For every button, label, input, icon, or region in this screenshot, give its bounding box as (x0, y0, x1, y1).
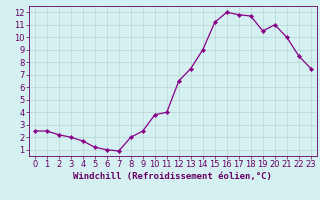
X-axis label: Windchill (Refroidissement éolien,°C): Windchill (Refroidissement éolien,°C) (73, 172, 272, 181)
